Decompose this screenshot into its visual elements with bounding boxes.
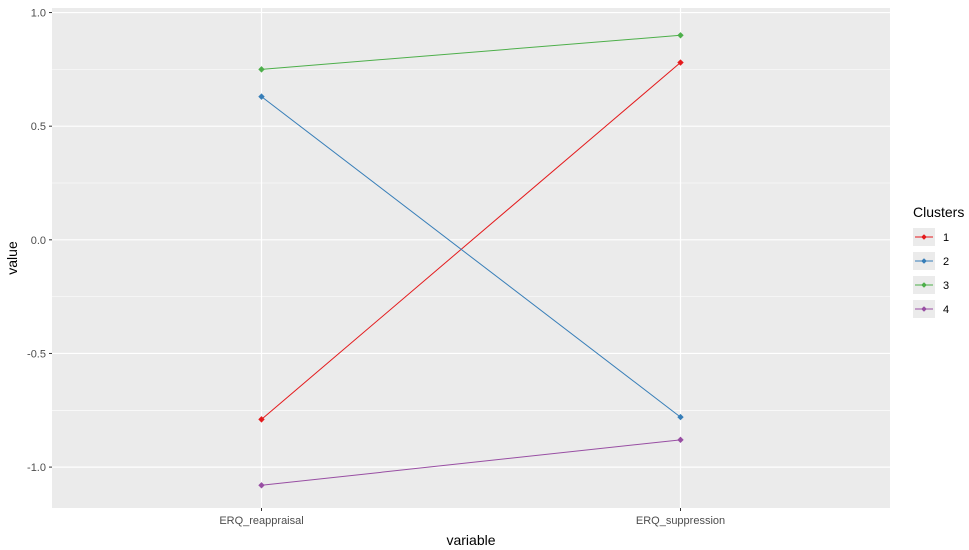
legend-title: Clusters bbox=[913, 204, 964, 220]
legend-key-point bbox=[921, 282, 927, 288]
legend: Clusters 1 2 3 4 bbox=[913, 204, 964, 318]
y-tick-label: 1.0 bbox=[31, 8, 46, 20]
series-point-4 bbox=[677, 436, 684, 444]
y-tick-label: 0.5 bbox=[31, 121, 46, 133]
series-point-2 bbox=[677, 413, 684, 421]
legend-label: 3 bbox=[943, 280, 949, 292]
series-point-1 bbox=[258, 416, 265, 423]
x-tick-label: ERQ_reappraisal bbox=[219, 515, 303, 527]
x-tick-label: ERQ_suppression bbox=[636, 515, 725, 527]
plot-panel bbox=[52, 8, 890, 508]
series-point-3 bbox=[258, 66, 265, 73]
legend-key-point bbox=[921, 234, 927, 240]
x-axis: ERQ_reappraisal ERQ_suppression bbox=[219, 508, 725, 527]
series-line-1 bbox=[261, 62, 681, 420]
series-point-4 bbox=[258, 482, 265, 489]
y-tick-label: -1.0 bbox=[27, 462, 46, 474]
series-layer bbox=[258, 32, 684, 489]
grid-minor bbox=[52, 69, 890, 411]
series-point-1 bbox=[677, 59, 684, 66]
grid-major bbox=[52, 8, 890, 508]
legend-label: 1 bbox=[943, 232, 949, 244]
legend-label: 2 bbox=[943, 256, 949, 268]
y-tick-label: -0.5 bbox=[27, 348, 46, 360]
legend-label: 4 bbox=[943, 304, 949, 316]
y-axis-title: value bbox=[4, 241, 20, 275]
y-tick-label: 0.0 bbox=[31, 235, 46, 247]
series-line-4 bbox=[261, 439, 681, 486]
legend-key-point bbox=[921, 258, 927, 264]
y-axis: 1.0 0.5 0.0 -0.5 -1.0 bbox=[27, 8, 52, 474]
legend-items: 1 2 3 4 bbox=[913, 228, 949, 318]
series-line-3 bbox=[261, 34, 681, 70]
series-line-2 bbox=[261, 96, 681, 418]
legend-key-point bbox=[921, 306, 927, 312]
series-point-3 bbox=[677, 32, 684, 39]
series-point-2 bbox=[258, 93, 265, 100]
x-axis-title: variable bbox=[446, 532, 495, 548]
